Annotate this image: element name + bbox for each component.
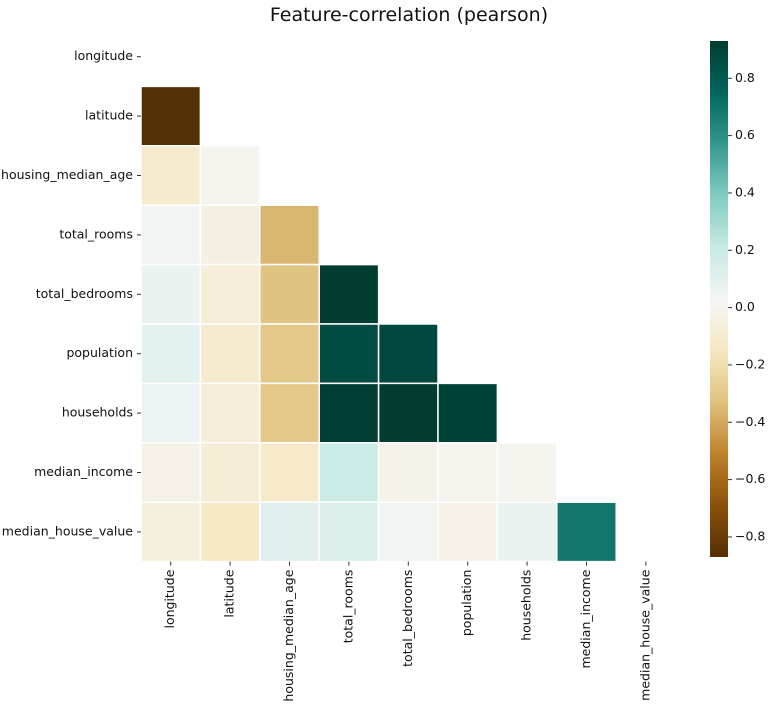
heatmap-cell-housing_median_age-latitude	[199, 145, 261, 206]
heatmap-cell-population-total_bedrooms	[377, 323, 439, 385]
heatmap-cell-total_bedrooms-housing_median_age	[259, 263, 320, 325]
x-tick-label: total_bedrooms	[400, 570, 415, 667]
x-tick-label: households	[519, 570, 534, 641]
x-tick-label: latitude	[222, 569, 237, 617]
heatmap-cell-median_house_value-latitude	[199, 501, 261, 563]
y-tick-label: latitude	[85, 108, 133, 123]
heatmap-cell-households-latitude	[199, 382, 261, 444]
colorbar: 0.8 0.6 0.4 0.2 0.0 −0.2 −0.4 −0.6 −0.8	[710, 41, 765, 557]
colorbar-tick-label: −0.8	[735, 528, 765, 543]
x-tick-label: population	[459, 570, 474, 637]
heatmap-cell-median_income-total_rooms	[318, 442, 380, 503]
heatmap-cell-median_house_value-housing_median_age	[259, 501, 320, 563]
heatmap-cell-median_income-housing_median_age	[259, 442, 320, 503]
heatmap-cell-households-longitude	[140, 382, 202, 444]
heatmap-cells	[140, 85, 617, 563]
heatmap-cell-total_rooms-housing_median_age	[259, 204, 320, 266]
heatmap-cell-population-longitude	[140, 323, 202, 385]
heatmap-cell-total_bedrooms-total_rooms	[318, 263, 380, 325]
y-tick-label: households	[62, 405, 133, 420]
y-tick-label: total_rooms	[59, 226, 133, 241]
heatmap-cell-households-population	[437, 382, 499, 444]
colorbar-tick-label: −0.6	[735, 471, 765, 486]
y-tick-label: housing_median_age	[1, 167, 133, 182]
heatmap-cell-households-total_bedrooms	[377, 382, 439, 444]
heatmap-cell-total_bedrooms-latitude	[199, 263, 261, 325]
heatmap-cell-median_house_value-households	[496, 501, 558, 563]
heatmap-cell-total_rooms-latitude	[199, 204, 261, 266]
heatmap-cell-median_house_value-population	[437, 501, 499, 563]
y-tick-label: longitude	[74, 48, 133, 63]
chart-title: Feature-correlation (pearson)	[270, 4, 548, 26]
heatmap-cell-median_house_value-longitude	[140, 501, 202, 563]
y-tick-label: total_bedrooms	[36, 286, 133, 301]
x-tick-label: housing_median_age	[281, 569, 296, 701]
colorbar-tick-label: 0.6	[735, 127, 755, 142]
y-tick-label: population	[66, 345, 133, 360]
x-tick-label: median_house_value	[637, 569, 652, 701]
y-tick-label: median_house_value	[2, 523, 134, 538]
heatmap-cell-median_income-households	[496, 442, 558, 503]
x-tick-label: longitude	[162, 569, 177, 628]
heatmap-cell-median_income-latitude	[199, 442, 261, 503]
heatmap-cell-housing_median_age-longitude	[140, 145, 202, 206]
colorbar-tick-label: 0.0	[735, 299, 755, 314]
colorbar-tick-label: −0.4	[735, 414, 765, 429]
y-tick-label: median_income	[34, 464, 133, 479]
x-tick-label: total_rooms	[340, 570, 355, 644]
heatmap-cell-median_house_value-total_rooms	[318, 501, 380, 563]
heatmap-cell-households-total_rooms	[318, 382, 380, 444]
colorbar-tick-label: 0.4	[735, 184, 755, 199]
heatmap-cell-median_house_value-total_bedrooms	[377, 501, 439, 563]
heatmap-cell-population-latitude	[199, 323, 261, 385]
heatmap-cell-total_bedrooms-longitude	[140, 263, 202, 325]
x-tick-label: median_income	[578, 569, 593, 668]
heatmap-cell-latitude-longitude	[140, 85, 202, 147]
heatmap-cell-median_income-longitude	[140, 442, 202, 503]
heatmap-cell-population-total_rooms	[318, 323, 380, 385]
colorbar-gradient	[710, 41, 728, 557]
colorbar-tick-label: −0.2	[735, 356, 765, 371]
heatmap-cell-median_house_value-median_income	[556, 501, 617, 563]
y-axis: longitude latitude housing_median_agetotal…	[1, 48, 141, 538]
x-axis: longitude latitude housing_median_age total…	[162, 561, 652, 702]
colorbar-tick-label: 0.2	[735, 242, 755, 257]
heatmap-cell-median_income-total_bedrooms	[377, 442, 439, 503]
colorbar-tick-label: 0.8	[735, 70, 755, 85]
heatmap-cell-median_income-population	[437, 442, 499, 503]
heatmap-cell-population-housing_median_age	[259, 323, 320, 385]
heatmap-cell-households-housing_median_age	[259, 382, 320, 444]
heatmap-cell-total_rooms-longitude	[140, 204, 202, 266]
